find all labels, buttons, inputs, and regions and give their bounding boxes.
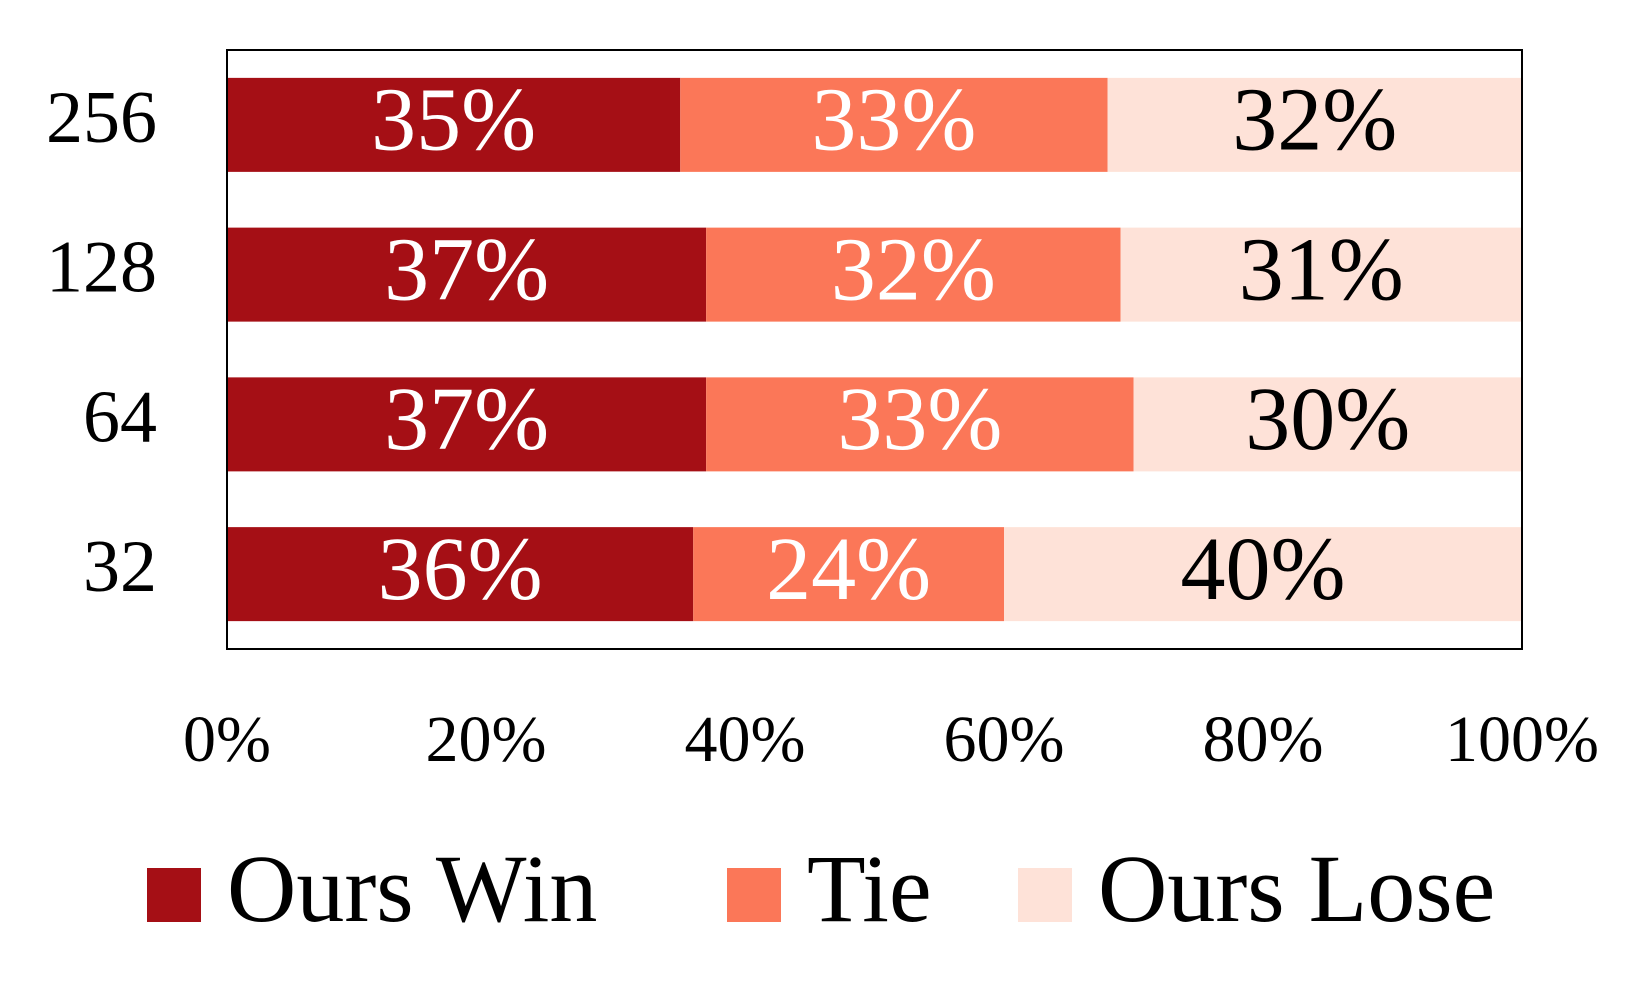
value-label: 33% <box>811 71 976 170</box>
x-tick-label: 20% <box>426 703 547 776</box>
bar-segment <box>1120 227 1522 322</box>
value-label: 32% <box>1232 71 1397 170</box>
y-tick-label: 128 <box>46 227 157 309</box>
value-label: 37% <box>384 220 549 319</box>
value-label: 36% <box>378 520 543 619</box>
legend-label: Tie <box>807 835 932 942</box>
bar-segment <box>706 377 1134 472</box>
legend-label: Ours Lose <box>1098 835 1495 942</box>
legend-swatch <box>727 868 781 922</box>
bar-segment <box>680 77 1108 172</box>
value-label: 35% <box>371 71 536 170</box>
value-label: 40% <box>1181 520 1346 619</box>
value-label: 30% <box>1245 370 1410 469</box>
plot-frame <box>226 49 1523 650</box>
y-tick-label: 64 <box>83 376 157 458</box>
value-label: 37% <box>384 370 549 469</box>
value-label: 33% <box>837 370 1002 469</box>
bar-segment <box>1107 77 1522 172</box>
value-label: 32% <box>831 220 996 319</box>
bar-segment <box>693 527 1004 622</box>
x-tick-label: 80% <box>1203 703 1324 776</box>
x-tick-label: 60% <box>944 703 1065 776</box>
value-label: 24% <box>766 520 931 619</box>
bar-segment <box>1004 527 1522 622</box>
bar-segment <box>1133 377 1522 472</box>
x-tick-label: 40% <box>685 703 806 776</box>
y-tick-label: 32 <box>83 526 157 608</box>
bar-segment <box>227 227 707 322</box>
bar-segment <box>706 227 1121 322</box>
bar-segment <box>227 527 694 622</box>
x-tick-label: 100% <box>1445 703 1599 776</box>
bar-segment <box>227 77 681 172</box>
x-tick-label: 0% <box>183 703 271 776</box>
legend-swatch <box>1018 868 1072 922</box>
legend-label: Ours Win <box>227 835 597 942</box>
bar-segment <box>227 377 707 472</box>
legend-swatch <box>147 868 201 922</box>
value-label: 31% <box>1239 220 1404 319</box>
y-tick-label: 256 <box>46 77 157 159</box>
